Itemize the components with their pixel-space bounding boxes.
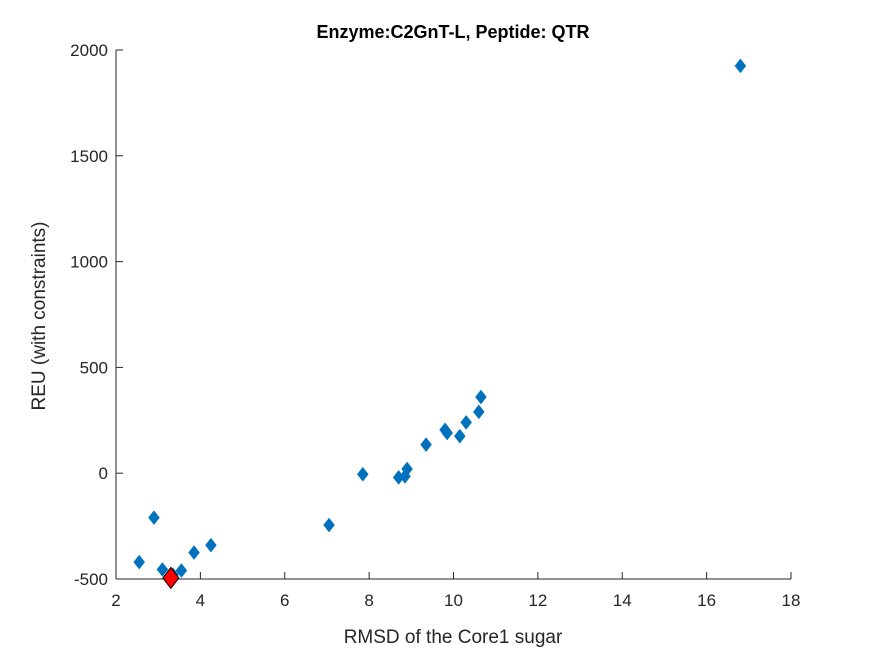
y-tick-label: 2000 [70, 41, 108, 60]
x-tick-label: 14 [613, 591, 632, 610]
data-point [323, 517, 335, 533]
data-point [734, 58, 747, 74]
data-point [401, 461, 413, 477]
y-axis-label: REU (with constraints) [29, 222, 50, 411]
x-tick-label: 12 [528, 591, 547, 610]
data-point [188, 545, 200, 560]
x-tick-label: 8 [364, 591, 373, 610]
data-point [475, 389, 487, 405]
x-tick-label: 18 [782, 591, 801, 610]
data-point [148, 510, 160, 526]
axes: 2 4 6 8 10 12 14 16 18 -500 0 500 1000 1500 2000 [70, 41, 800, 610]
y-tick-label: 500 [80, 358, 108, 377]
highlighted-data-point [162, 566, 180, 590]
data-point [356, 466, 369, 482]
data-point [460, 415, 472, 430]
data-point [175, 563, 188, 578]
y-tick-label: 0 [99, 464, 108, 483]
x-axis-label: RMSD of the Core1 sugar [344, 627, 563, 648]
x-tick-label: 6 [280, 591, 289, 610]
x-tick-label: 2 [111, 591, 120, 610]
data-point [441, 425, 453, 441]
data-point [133, 554, 146, 570]
data-points [133, 58, 747, 590]
data-point [205, 537, 217, 553]
y-tick-label: 1500 [70, 147, 108, 166]
x-tick-label: 4 [196, 591, 205, 610]
data-point [420, 437, 432, 453]
data-point [472, 404, 485, 420]
x-tick-label: 10 [444, 591, 463, 610]
y-tick-label: -500 [74, 570, 108, 589]
x-tick-label: 16 [697, 591, 716, 610]
data-point [454, 428, 466, 444]
data-point [156, 562, 169, 577]
y-tick-label: 1000 [70, 253, 108, 272]
chart-title: Enzyme:C2GnT-L, Peptide: QTR [316, 22, 589, 42]
